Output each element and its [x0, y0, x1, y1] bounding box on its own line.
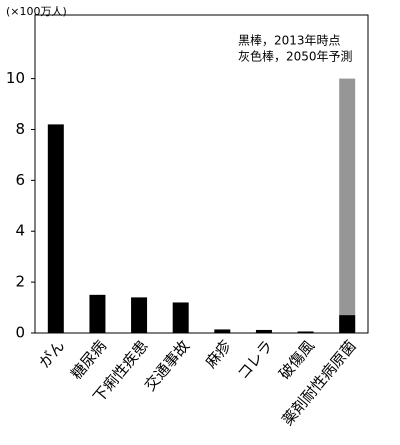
y-tick-label: 8	[15, 120, 25, 138]
x-tick-label: 麻疹	[202, 337, 235, 372]
bar	[214, 329, 231, 333]
y-tick-label: 6	[15, 171, 25, 189]
x-tick-label: 交通事故	[141, 337, 193, 395]
bar	[339, 315, 356, 333]
x-tick-label: がん	[35, 337, 68, 372]
bar	[255, 329, 272, 333]
x-tick-label: コレラ	[234, 337, 277, 383]
bar	[47, 124, 64, 333]
x-tick-label: 薬剤耐性病原菌	[278, 337, 359, 429]
bar	[339, 78, 356, 333]
bar	[172, 302, 189, 333]
unit-label: (×100万人)	[6, 5, 67, 18]
bar	[131, 297, 148, 333]
bar	[89, 294, 106, 333]
legend-text: 黒棒，2013年時点	[238, 34, 341, 48]
x-tick-label: 破傷風	[275, 337, 318, 383]
y-tick-label: 10	[6, 69, 25, 87]
y-tick-label: 4	[15, 222, 25, 240]
y-tick-label: 0	[15, 324, 25, 342]
y-tick-label: 2	[15, 273, 25, 291]
bar	[297, 331, 314, 333]
plot-frame	[34, 14, 369, 334]
legend-text: 灰色棒，2050年予測	[238, 50, 353, 64]
x-tick-label: 糖尿病	[67, 337, 110, 383]
